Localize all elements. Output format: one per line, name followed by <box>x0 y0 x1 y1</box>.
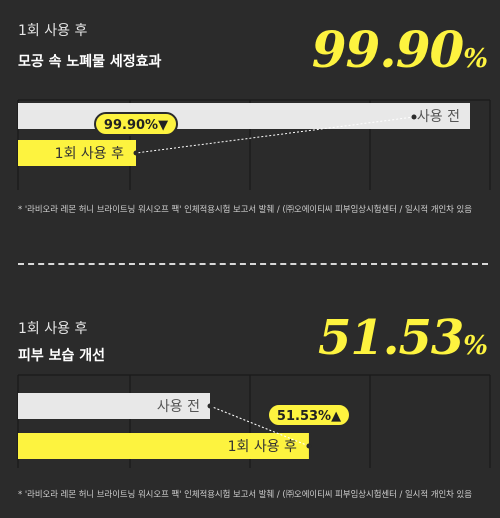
endpoint-dot <box>207 403 213 409</box>
bar-label-before: 사용 전 <box>417 109 460 125</box>
headline-unit: % <box>463 44 488 74</box>
headline-figure: 99.90% <box>312 20 488 79</box>
endpoint-dot <box>133 150 139 156</box>
section-divider <box>18 263 488 265</box>
bar-after <box>18 140 136 166</box>
headline-unit: % <box>463 331 488 361</box>
bar-label-before: 사용 전 <box>157 399 200 415</box>
change-bubble <box>267 403 351 427</box>
headline-number: 99.90 <box>311 20 465 79</box>
section-title: 모공 속 노폐물 세정효과 <box>18 54 162 70</box>
bar-label-after: 1회 사용 후 <box>228 439 297 455</box>
section-subtitle: 1회 사용 후 <box>18 23 88 39</box>
change-label: 99.90%▼ <box>104 118 168 133</box>
change-label: 51.53%▲ <box>277 409 341 424</box>
section-title: 피부 보습 개선 <box>18 348 106 364</box>
bar-before <box>18 393 210 419</box>
bar-before <box>18 103 470 129</box>
bar-label-after: 1회 사용 후 <box>55 146 124 162</box>
chart-pore-cleansing: 사용 전 1회 사용 후 99.90%▼ <box>17 99 491 190</box>
chart-moisture: 사용 전 1회 사용 후 51.53%▲ <box>17 374 491 468</box>
footnote: * '라비오라 레몬 허니 브라이트닝 워시오프 팩' 인체적용시험 보고서 발… <box>18 489 472 499</box>
endpoint-dot <box>306 443 312 449</box>
section-pore-cleansing: 1회 사용 후 모공 속 노폐물 세정효과 99.90% 사용 전 1회 사용 후… <box>0 0 500 240</box>
change-connector <box>209 405 310 447</box>
endpoint-dot <box>411 114 417 120</box>
section-subtitle: 1회 사용 후 <box>18 321 88 337</box>
change-connector <box>135 116 415 154</box>
section-moisture: 1회 사용 후 피부 보습 개선 51.53% 사용 전 1회 사용 후 51.53… <box>0 300 500 518</box>
headline-figure: 51.53% <box>318 310 488 366</box>
footnote: * '라비오라 레몬 허니 브라이트닝 워시오프 팩' 인체적용시험 보고서 발… <box>18 204 472 214</box>
change-bubble <box>94 112 178 136</box>
bar-after <box>18 433 309 459</box>
headline-number: 51.53 <box>317 310 464 366</box>
